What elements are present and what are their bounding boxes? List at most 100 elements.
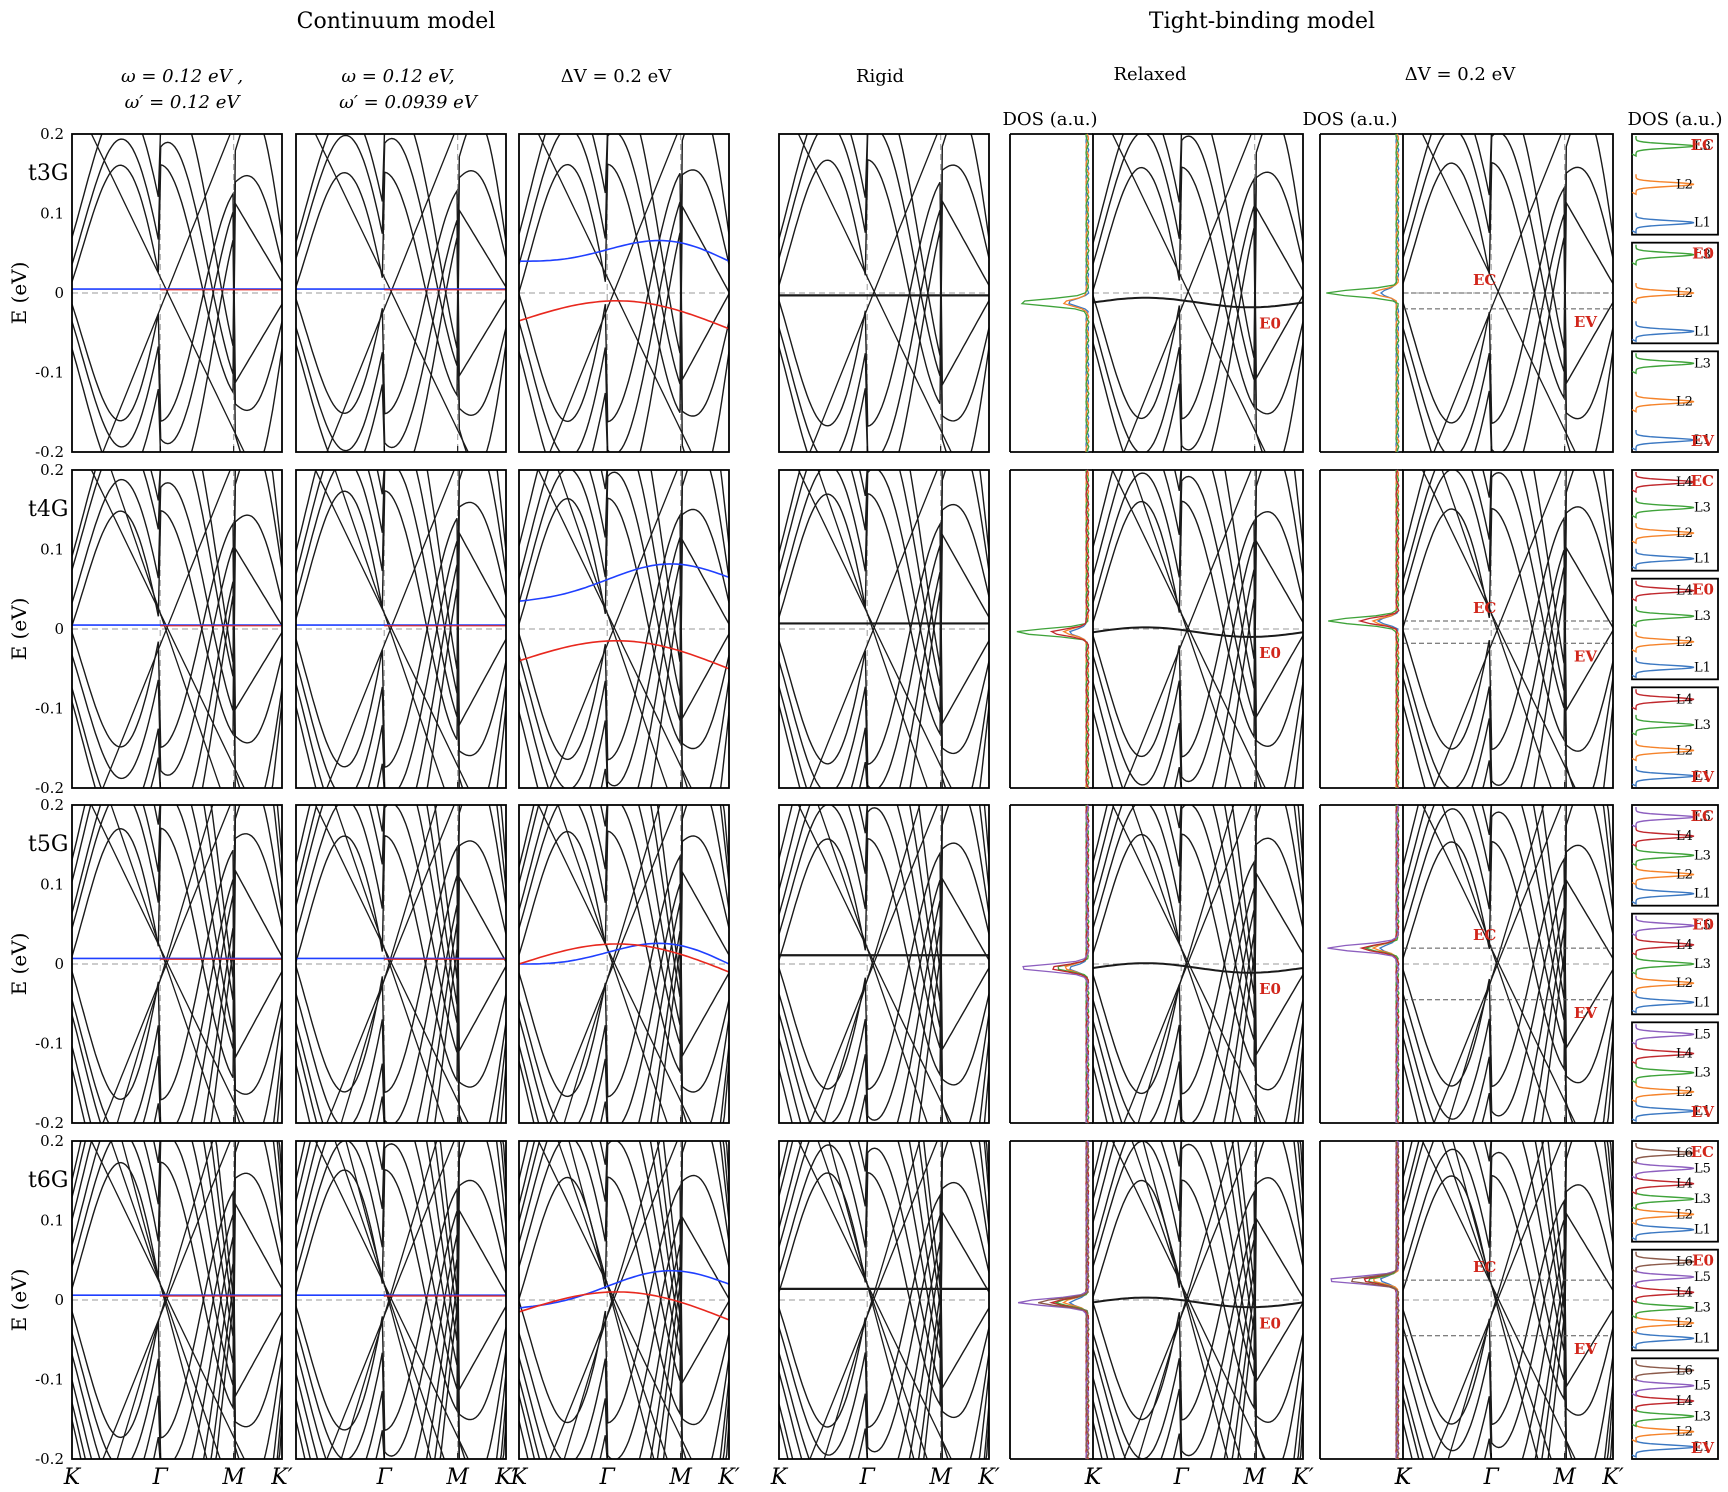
dos-curve-L4 <box>1048 1140 1090 1460</box>
band-line <box>296 470 506 718</box>
dirac-band-line <box>823 805 921 1123</box>
dirac-band-line <box>334 805 445 1123</box>
dirac-band-line <box>110 805 221 1123</box>
dirac-band-line <box>823 1141 921 1459</box>
dirac-band-line <box>121 1141 208 1459</box>
x-tick-label: K <box>1394 1465 1413 1490</box>
layer-label: L2 <box>1676 743 1693 758</box>
band-line <box>1403 1219 1613 1452</box>
dos-curve-L4 <box>1357 469 1400 789</box>
dirac-band-line <box>116 805 214 1123</box>
layer-peak <box>1631 580 1695 602</box>
layer-label: L2 <box>1676 1085 1693 1100</box>
panel-content <box>1403 134 1613 452</box>
band-line <box>1093 805 1303 1040</box>
band-line <box>1093 472 1303 717</box>
band-panel: E0 <box>1092 1140 1304 1460</box>
band-line <box>779 1171 989 1408</box>
band-line <box>779 879 989 1123</box>
dirac-band-line <box>1137 805 1235 1123</box>
x-tick-label: Γ <box>376 1465 393 1490</box>
dirac-band-line <box>1131 805 1242 1123</box>
layer-box-frame <box>1631 469 1719 572</box>
ev-tag: EV <box>1691 432 1714 450</box>
dirac-band-line <box>1433 805 1562 1123</box>
dirac-band-line <box>314 134 469 452</box>
panel-frame <box>1092 1140 1304 1460</box>
dirac-band-line <box>334 470 445 788</box>
valence-band <box>519 640 729 670</box>
dos-curve-L5 <box>1022 804 1090 1124</box>
panel-content <box>779 805 989 1123</box>
x-tick-label: M <box>221 1465 245 1490</box>
conduction-band <box>519 1269 729 1309</box>
dirac-band-line <box>537 134 692 452</box>
dirac-band-line <box>537 805 692 1123</box>
ev-marker: EV <box>1574 1340 1597 1358</box>
band-line <box>296 489 506 741</box>
row-label: t5G <box>28 832 68 857</box>
e0-marker: E0 <box>1259 980 1281 998</box>
y-axis-label: E (eV) <box>7 1269 31 1332</box>
x-tick-label: M <box>928 1465 952 1490</box>
layer-peak <box>1631 212 1695 234</box>
x-tick-label: K <box>1084 1465 1103 1490</box>
band-panel <box>518 1140 730 1460</box>
x-tick-label: Γ <box>1173 1465 1190 1490</box>
layer-box-frame <box>1631 1021 1719 1124</box>
layer-peak <box>1631 548 1695 570</box>
band-line <box>1093 833 1303 1069</box>
band-line <box>779 850 989 1091</box>
ev-tag: EV <box>1691 768 1714 786</box>
band-panel <box>71 1140 283 1460</box>
layer-label: L2 <box>1676 1207 1693 1222</box>
band-panel <box>71 133 283 453</box>
band-line <box>519 1141 729 1381</box>
ec-tag: EC <box>1691 472 1714 490</box>
panel-frame <box>1092 133 1304 453</box>
y-tick-label: 0 <box>54 1291 64 1309</box>
band-panel <box>778 804 990 1124</box>
panel-content <box>779 470 989 788</box>
layer-box-frame <box>1631 1140 1719 1243</box>
panel-content <box>1403 1141 1613 1459</box>
flat-band-relaxed <box>1093 1296 1303 1309</box>
layer-peak <box>1631 353 1695 375</box>
y-tick-label: 0 <box>54 284 64 302</box>
ev-marker: EV <box>1574 313 1597 331</box>
dirac-band-line <box>110 470 221 788</box>
layer-label: L6 <box>1676 1363 1693 1378</box>
dirac-band-line <box>1123 1141 1252 1459</box>
layer-peak <box>1631 472 1695 494</box>
dos-panel <box>1319 133 1403 453</box>
band-line <box>1403 161 1613 401</box>
ec-tag: EC <box>1691 807 1714 825</box>
layer-box-frame <box>1631 686 1719 789</box>
y-tick-label: 0.1 <box>40 541 64 559</box>
y-axis-label: E (eV) <box>7 262 31 325</box>
dirac-band-line <box>90 470 245 788</box>
layer-label: L5 <box>1694 919 1711 934</box>
band-line <box>519 497 729 746</box>
layer-box-frame <box>1631 241 1719 345</box>
tight-binding-model-title: Tight-binding model <box>1149 9 1375 34</box>
ev-marker: EV <box>1574 647 1597 665</box>
dirac-band-line <box>1452 1141 1539 1459</box>
layer-peak <box>1631 1024 1695 1046</box>
x-tick-label: M <box>1242 1465 1266 1490</box>
layer-peak <box>1631 1062 1695 1084</box>
conduction-band <box>519 563 729 602</box>
dirac-band-line <box>1433 470 1562 788</box>
layer-label: L1 <box>1694 887 1711 902</box>
panel-content <box>1403 470 1613 788</box>
panel-frame <box>518 1140 730 1460</box>
panel-frame <box>778 1140 990 1460</box>
band-line <box>296 834 506 1084</box>
band-panel: E0 <box>1092 469 1304 789</box>
